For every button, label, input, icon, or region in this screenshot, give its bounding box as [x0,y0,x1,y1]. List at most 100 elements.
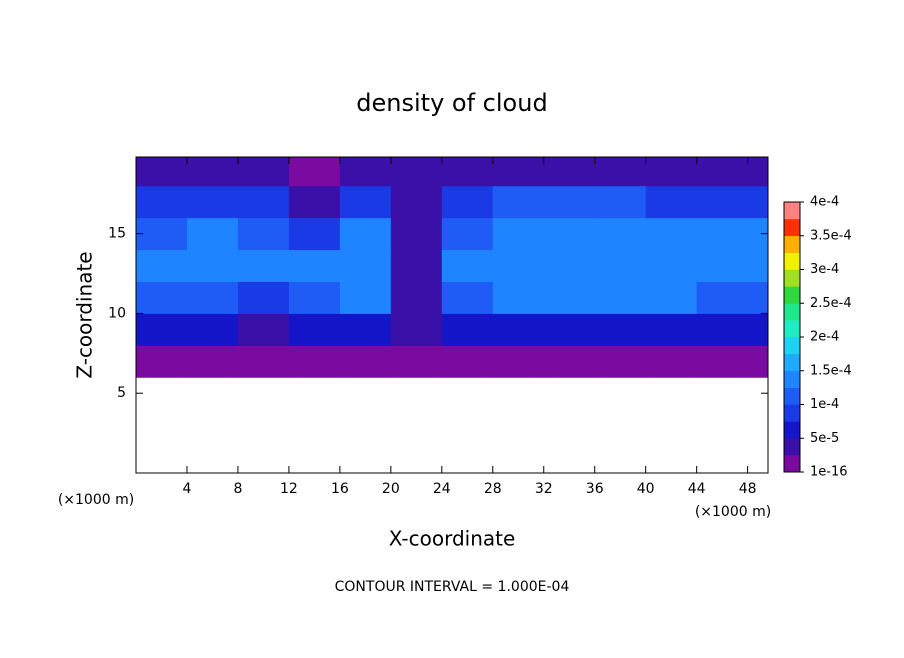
heat-cell [136,217,188,251]
colorbar-tick-label: 1.5e-4 [810,363,852,378]
colorbar-band [784,320,800,338]
heat-cell [543,281,596,314]
heat-cell [441,157,494,187]
heat-cell [288,157,341,187]
heat-cell [492,281,545,314]
heat-cell [390,249,443,282]
colorbar-band [784,269,800,287]
heat-cell [186,157,239,187]
heat-cell [441,281,494,314]
heat-cell [492,157,545,187]
x-tick-label: 36 [586,481,604,497]
heat-cell [645,185,698,219]
colorbar-band [784,353,800,372]
heat-cell [543,157,596,187]
heat-cell [186,345,239,378]
heat-cell [186,217,239,251]
heat-cell [288,217,341,251]
y-unit-label: (×1000 m) [58,492,134,508]
colorbar-tick-label: 1e-16 [810,465,848,480]
heat-cell [186,281,239,314]
heat-cell [441,217,494,251]
heat-cell [543,345,596,378]
heat-cell [594,345,647,378]
heat-cell [339,185,392,219]
heat-cell [645,281,698,314]
heat-cell [645,313,698,346]
heat-cell [696,217,749,251]
x-axis-label: X-coordinate [389,527,516,551]
heat-cell [747,185,768,219]
heat-cell [543,217,596,251]
heat-cell [696,157,749,187]
heat-cell [237,345,290,378]
heat-cell [492,313,545,346]
heat-cell [747,281,768,314]
footer-note: CONTOUR INTERVAL = 1.000E-04 [335,579,570,595]
heat-cell [594,313,647,346]
heat-cell [339,313,392,346]
heat-cell [339,157,392,187]
colorbar-band [784,218,800,237]
heat-cell [594,217,647,251]
chart-title: density of cloud [356,89,547,117]
colorbar-band [784,387,800,405]
x-tick-label: 28 [484,481,502,497]
y-tick-label: 10 [108,305,126,321]
y-tick-label: 5 [117,385,126,401]
heat-cell [492,185,545,219]
colorbar-tick-label: 5e-5 [810,431,839,446]
heat-cell [696,249,749,282]
heat-cell [696,281,749,314]
heat-cell [645,249,698,282]
colorbar-tick-label: 3.5e-4 [810,228,852,243]
colorbar-tick-label: 3e-4 [810,262,839,277]
colorbar-band [784,202,800,220]
heat-cell [237,313,290,346]
x-tick-label: 12 [280,481,298,497]
heat-cell [594,281,647,314]
colorbar-band [784,421,800,439]
heat-cell [696,313,749,346]
heat-cell [543,313,596,346]
colorbar-band [784,286,800,304]
x-tick-label: 20 [382,481,400,497]
heat-cell [747,249,768,282]
heatmap [136,157,768,378]
x-tick-label: 40 [637,481,655,497]
colorbar-band [784,337,800,355]
heat-cell [492,249,545,282]
heat-cell [288,281,341,314]
heat-cell [543,249,596,282]
heat-cell [594,185,647,219]
heat-cell [136,249,188,282]
colorbar-band [784,438,800,456]
heat-cell [492,217,545,251]
x-tick-label: 48 [739,481,757,497]
heat-cell [645,157,698,187]
heat-cell [441,345,494,378]
heat-cell [594,249,647,282]
heat-cell [237,157,290,187]
heat-cell [645,217,698,251]
heat-cell [136,281,188,314]
heat-cell [390,185,443,219]
heat-cell [339,249,392,282]
y-tick-label: 15 [108,226,126,242]
x-tick-label: 16 [331,481,349,497]
heat-cell [747,217,768,251]
heat-cell [645,345,698,378]
heat-cell [747,345,768,378]
colorbar-band [784,404,800,422]
heat-cell [696,185,749,219]
heat-cell [441,313,494,346]
heat-cell [390,345,443,378]
heat-cell [339,345,392,378]
heat-cell [288,345,341,378]
heat-cell [339,217,392,251]
colorbar-tick-label: 1e-4 [810,397,839,412]
x-tick-label: 32 [535,481,553,497]
heat-cell [747,313,768,346]
plot-frame [135,156,769,474]
